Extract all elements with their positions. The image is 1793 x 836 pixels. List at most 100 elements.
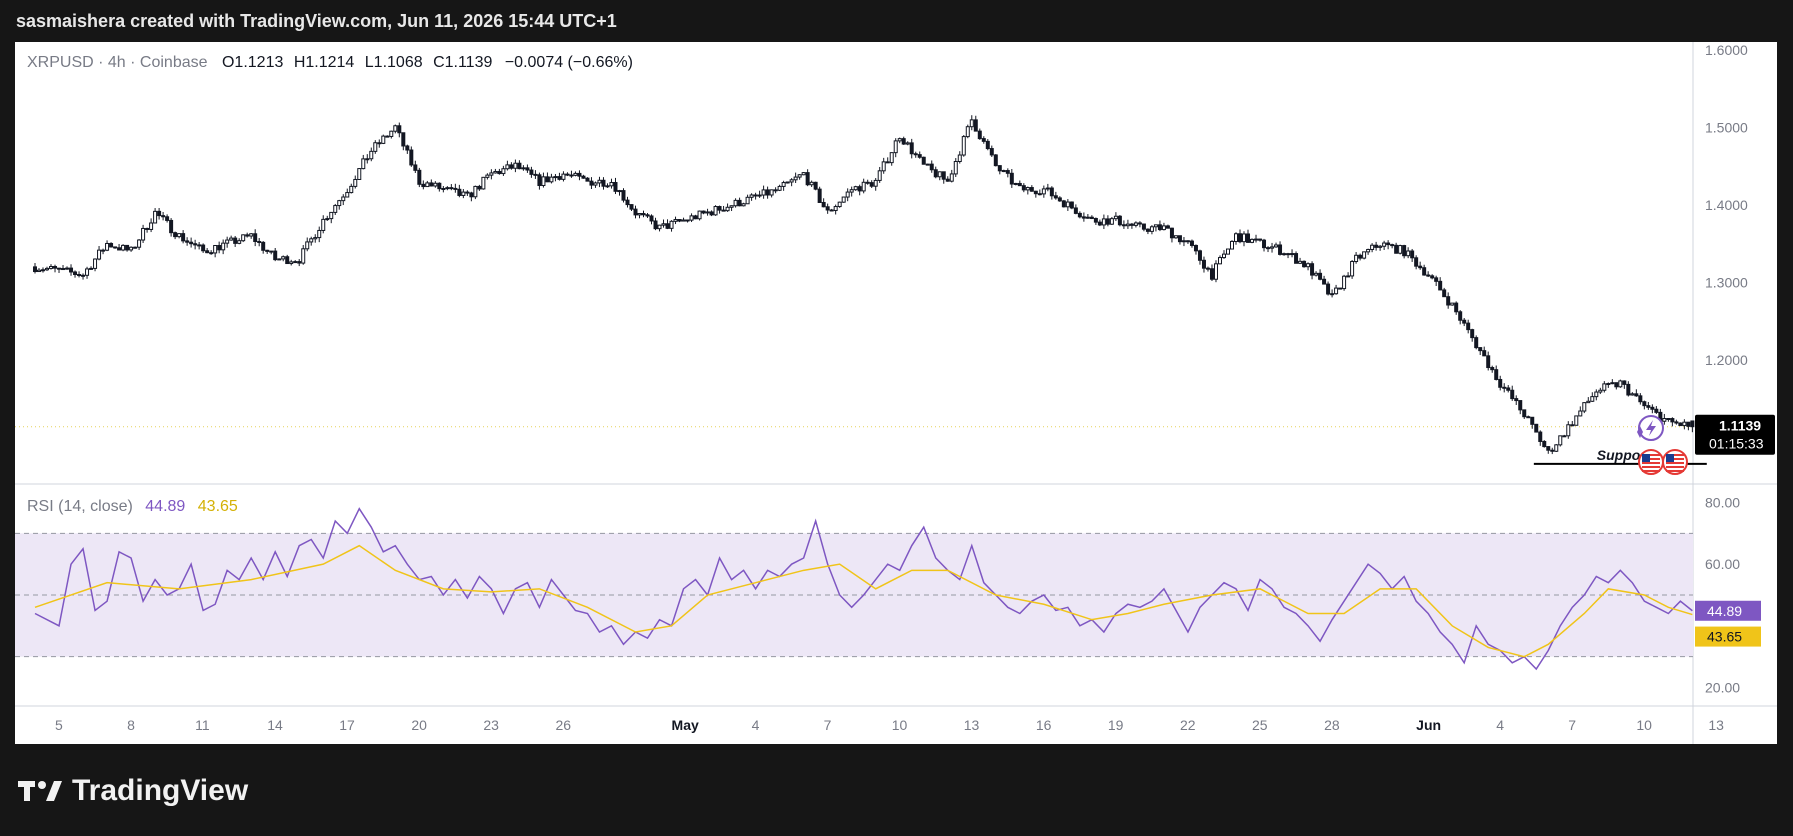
candle-body	[521, 167, 526, 170]
candle-body	[913, 153, 918, 156]
candle-body	[1266, 247, 1271, 250]
candle-body	[457, 188, 462, 196]
candle-body	[1690, 420, 1695, 428]
candle-body	[321, 218, 326, 231]
low-label: L	[364, 54, 374, 71]
candle-body	[705, 211, 710, 214]
candle-body	[657, 224, 662, 230]
candle-body	[761, 189, 766, 196]
candle-body	[881, 161, 886, 172]
candle-body	[753, 194, 758, 197]
candle-body	[633, 208, 638, 216]
candle-body	[1302, 260, 1307, 268]
candle-body	[1121, 224, 1126, 227]
candle-body	[813, 181, 818, 190]
candle-body	[1009, 172, 1014, 185]
candle-body	[1013, 182, 1018, 185]
candle-body	[557, 176, 562, 180]
candle-body	[1494, 369, 1499, 380]
rsi-series-line	[34, 507, 1693, 671]
candle-body	[1674, 421, 1679, 424]
candle-body	[177, 233, 182, 238]
candle-body	[385, 135, 390, 138]
candle-body	[637, 213, 642, 216]
candle-body	[1049, 187, 1054, 197]
candle-body	[865, 181, 870, 184]
candle-body	[1422, 267, 1427, 276]
candle-body	[1618, 380, 1623, 388]
candle-body	[1366, 248, 1371, 253]
candle-body	[305, 241, 310, 250]
candle-body	[1454, 302, 1459, 313]
candle-body	[473, 185, 478, 198]
candle-body	[265, 249, 270, 252]
candle-body	[845, 191, 850, 198]
candle-body	[129, 246, 134, 251]
candle-body	[477, 185, 482, 190]
candle-body	[681, 219, 686, 222]
candle-body	[141, 227, 146, 241]
candle-body	[781, 182, 786, 187]
candle-body	[73, 271, 78, 276]
candle-body	[345, 192, 350, 198]
candle-body	[885, 161, 890, 164]
candle-body	[969, 119, 974, 128]
candle-body	[1217, 257, 1222, 265]
candle-body	[1486, 355, 1491, 369]
symbol-label[interactable]: XRPUSD · 4h · Coinbase	[27, 54, 208, 71]
candle-body	[937, 171, 942, 178]
candle-body	[1470, 329, 1475, 339]
candle-body	[793, 176, 798, 181]
candle-body	[453, 187, 458, 190]
time-tick-label: 16	[1036, 717, 1052, 733]
candle-body	[613, 181, 618, 192]
candle-body	[57, 267, 62, 270]
chart-panel[interactable]: 1.6000 1.5000 1.4000 1.3000 1.2000 80.00 60.00…	[15, 42, 1777, 744]
candle-body	[481, 176, 486, 190]
candle-body	[585, 177, 590, 182]
candle-body	[1278, 244, 1283, 255]
time-tick-label: 14	[267, 717, 283, 733]
candle-body	[925, 163, 930, 166]
rsi-legend-label[interactable]: RSI (14, close)	[27, 498, 133, 515]
candle-body	[217, 244, 222, 251]
candle-body	[921, 156, 926, 165]
candle-body	[861, 181, 866, 192]
chart-canvas[interactable]: 1.6000 1.5000 1.4000 1.3000 1.2000 80.00 60.00…	[15, 42, 1777, 744]
candle-body	[837, 201, 842, 208]
candle-body	[697, 210, 702, 220]
candle-body	[77, 274, 82, 277]
candle-body	[1598, 389, 1603, 393]
candle-body	[1666, 418, 1671, 421]
candle-body	[65, 267, 70, 270]
chart-author-banner: sasmaishera created with TradingView.com…	[16, 11, 617, 31]
candle-body	[985, 140, 990, 150]
open-label: O	[221, 54, 235, 71]
time-tick-label: 8	[127, 717, 135, 733]
candle-body	[609, 181, 614, 187]
time-tick-label: 4	[752, 717, 760, 733]
candle-body	[1522, 409, 1527, 418]
candle-body	[45, 267, 50, 271]
candle-body	[1426, 274, 1431, 277]
rsi-tick-label: 80.00	[1705, 495, 1740, 511]
candle-body	[909, 142, 914, 155]
candle-body	[1254, 238, 1259, 241]
candle-body	[333, 205, 338, 213]
flag-stripe	[1666, 470, 1684, 472]
candle-body	[661, 223, 666, 226]
candle-body	[97, 249, 102, 260]
candle-body	[1330, 293, 1335, 296]
candle-body	[1538, 431, 1543, 442]
candle-body	[261, 241, 266, 251]
candle-body	[573, 172, 578, 176]
candle-body	[205, 250, 210, 254]
tradingview-logo-icon	[18, 781, 62, 801]
candle-body	[337, 200, 342, 207]
time-tick-label: May	[672, 717, 699, 733]
candle-body	[1378, 245, 1383, 248]
candle-body	[1634, 393, 1639, 397]
candle-body	[185, 240, 190, 243]
flag-stripe	[1642, 454, 1660, 456]
candle-body	[1262, 239, 1267, 249]
